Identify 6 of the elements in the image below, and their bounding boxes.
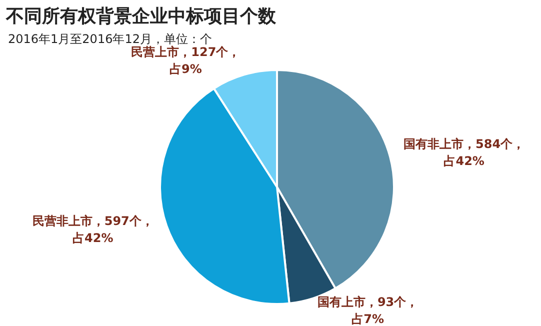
slice-label: 民营上市，127个，占9% xyxy=(131,44,240,76)
slice-label: 民营非上市，597个，占42% xyxy=(32,214,154,245)
chart-subtitle: 2016年1月至2016年12月，单位：个 xyxy=(8,31,212,46)
slice-label: 国有上市，93个，占7% xyxy=(317,295,418,326)
chart-title: 不同所有权背景企业中标项目个数 xyxy=(6,5,276,28)
slice-label: 国有非上市，584个，占42% xyxy=(404,136,525,168)
